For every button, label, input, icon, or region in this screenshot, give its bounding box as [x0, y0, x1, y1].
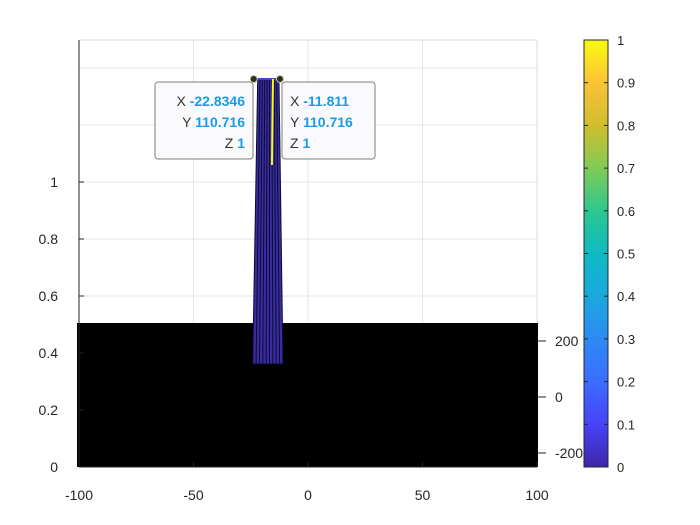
x-tick-label: -50: [183, 487, 203, 503]
z-tick-label: 0.2: [39, 402, 59, 418]
colorbar-tick-label: 0.9: [617, 76, 635, 91]
datatip-y-key: Y: [182, 114, 192, 130]
datatip-z-value: 1: [302, 135, 310, 151]
datatip-marker: [249, 75, 258, 83]
peak-mesh-line: [255, 78, 261, 365]
colorbar-tick-label: 0.8: [617, 118, 635, 133]
datatip-z-row: Z 1: [225, 135, 245, 151]
datatip-x-value: -22.8346: [190, 93, 245, 109]
z-axis-ticks: 0 0.2 0.4 0.6 0.8 1: [39, 174, 84, 475]
peak-mesh-line: [262, 78, 266, 365]
colorbar-tick-label: 0.6: [617, 204, 635, 219]
datatip-z-row: Z 1: [290, 135, 310, 151]
datatip-x-row: X -22.8346: [176, 93, 245, 109]
datatip-x-value: -11.811: [303, 93, 349, 109]
datatip-y-row: Y 110.716: [290, 114, 353, 130]
colorbar: 0 0.1 0.2 0.3 0.4 0.5 0.6 0.7 0.8 0.9 1: [583, 33, 635, 475]
x-axis-ticks: -100 -50 0 50 100: [65, 462, 549, 503]
x-tick-label: -100: [65, 487, 93, 503]
datatip-y-value: 110.716: [195, 114, 245, 130]
colorbar-tick-label: 0.7: [617, 161, 635, 176]
x-tick-label: 100: [525, 487, 549, 503]
peak-mesh-line: [258, 78, 263, 365]
x-tick-label: 0: [304, 487, 312, 503]
z-tick-label: 0: [50, 459, 58, 475]
datatip-background: [281, 81, 376, 160]
datatip-z-key: Z: [290, 135, 299, 151]
colorbar-tick-label: 0.2: [617, 375, 635, 390]
datatip-box: X -22.8346 Y 110.716 Z 1: [154, 81, 254, 160]
surface-plot: [77, 75, 538, 467]
z-tick-label: 0.4: [39, 345, 59, 361]
peak-highlight-stripe: [270, 78, 274, 166]
peak-mesh-line: [273, 78, 277, 365]
y-tick-label: 0: [555, 389, 563, 405]
datatip-x-key: X: [290, 93, 300, 109]
y-tick-label: 200: [555, 333, 579, 349]
datatip-marker: [275, 75, 284, 83]
colorbar-tick-label: 1: [617, 33, 624, 48]
z-tick-label: 1: [50, 174, 58, 190]
surface-base: [77, 323, 538, 467]
peak-mesh-line: [276, 78, 281, 365]
colorbar-tick-label: 0.5: [617, 247, 635, 262]
datatip-y-value: 110.716: [303, 114, 353, 130]
surface-peak: [249, 75, 284, 365]
colorbar-tick-label: 0: [617, 460, 624, 475]
datatip-x-row: X -11.811: [290, 93, 349, 109]
datatip-x-key: X: [176, 93, 186, 109]
datatip-background: [154, 81, 254, 160]
peak-mesh-line: [265, 78, 268, 365]
colorbar-ticks: 0 0.1 0.2 0.3 0.4 0.5 0.6 0.7 0.8 0.9 1: [584, 33, 635, 475]
datatip-z-value: 1: [237, 135, 245, 151]
z-tick-label: 0.8: [39, 231, 59, 247]
datatip-z-key: Z: [225, 135, 234, 151]
colorbar-tick-label: 0.3: [617, 332, 635, 347]
x-tick-label: 50: [415, 487, 431, 503]
y-axis-ticks: -200 0 200: [538, 333, 583, 461]
colorbar-tick-label: 0.1: [617, 417, 635, 432]
datatip-y-row: Y 110.716: [182, 114, 245, 130]
colorbar-tick-label: 0.4: [617, 289, 635, 304]
z-tick-label: 0.6: [39, 288, 59, 304]
y-tick-label: -200: [555, 445, 583, 461]
datatip-y-key: Y: [290, 114, 300, 130]
